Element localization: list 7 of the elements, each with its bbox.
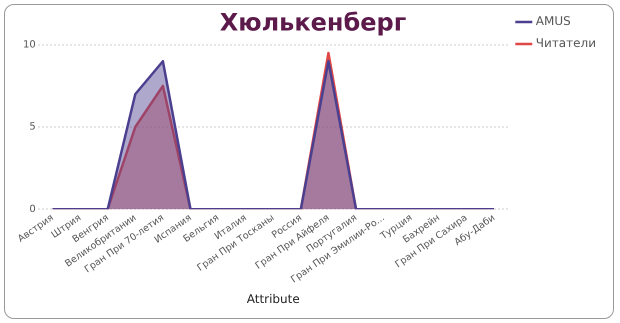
legend-label: AMUS — [536, 14, 571, 28]
legend-label: Читатели — [536, 36, 596, 50]
y-tick-label: 0 — [29, 204, 36, 215]
x-axis-title: Attribute — [246, 292, 300, 306]
y-tick-label: 5 — [29, 122, 36, 133]
chart-title: Хюлькенберг — [220, 8, 406, 37]
y-tick-label: 10 — [22, 39, 36, 50]
